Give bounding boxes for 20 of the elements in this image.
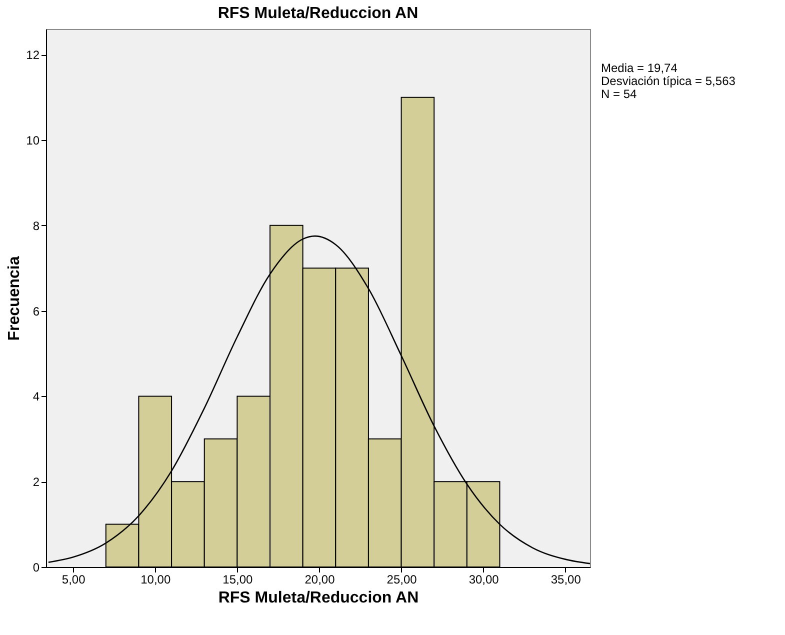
x-tick-label: 30,00 xyxy=(468,572,500,586)
x-tick-label: 5,00 xyxy=(62,572,86,586)
x-tick-label: 20,00 xyxy=(304,572,336,586)
x-tick-label: 35,00 xyxy=(550,572,582,586)
y-tick-label: 2 xyxy=(32,475,40,490)
y-tick-label: 0 xyxy=(32,560,40,574)
y-tick-label: 12 xyxy=(26,48,40,62)
text: Desviación típica = 5,563 xyxy=(601,74,736,88)
y-axis-title: Frecuencia xyxy=(6,256,24,341)
text: Media = 19,74 xyxy=(601,61,678,75)
chart-title: RFS Muleta/Reduccion AN xyxy=(218,5,418,22)
y-tick-label: 8 xyxy=(32,218,40,233)
y-tick-label: 10 xyxy=(26,134,40,148)
x-tick-label: 25,00 xyxy=(386,572,418,586)
y-tick-label: 4 xyxy=(32,390,40,404)
x-axis-title: RFS Muleta/Reduccion AN xyxy=(218,590,419,606)
text: N = 54 xyxy=(601,87,638,101)
x-tick-label: 15,00 xyxy=(222,572,254,586)
x-tick-label: 10,00 xyxy=(140,572,171,586)
y-tick-label: 6 xyxy=(32,304,40,318)
